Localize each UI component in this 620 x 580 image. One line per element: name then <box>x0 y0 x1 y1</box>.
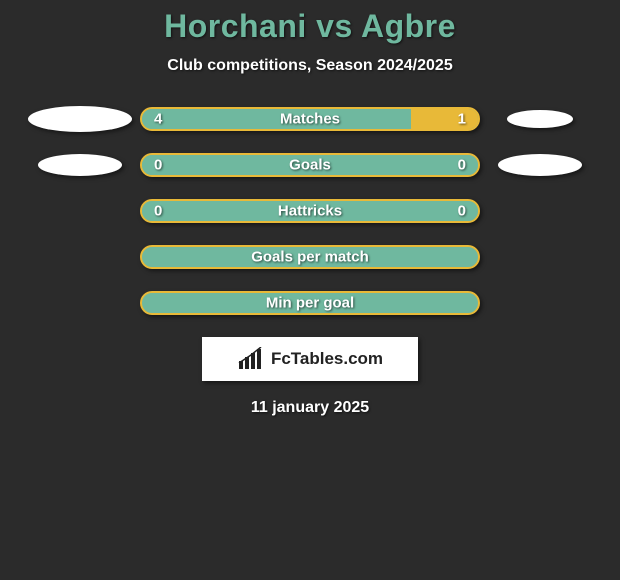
stat-value-right: 0 <box>458 203 466 220</box>
bar-right-fill <box>411 109 478 129</box>
ellipse-right-wrap <box>480 154 600 176</box>
stat-row: Goals per match <box>0 245 620 269</box>
stat-value-left: 0 <box>154 203 162 220</box>
stat-label: Matches <box>280 111 340 128</box>
ellipse-right <box>507 110 573 128</box>
stat-bar: 4 Matches 1 <box>140 107 480 131</box>
ellipse-left-wrap <box>20 106 140 132</box>
stat-bar: 0 Goals 0 <box>140 153 480 177</box>
page-title: Horchani vs Agbre <box>0 8 620 45</box>
stat-value-right: 0 <box>458 157 466 174</box>
stat-label: Min per goal <box>266 295 354 312</box>
bar-left-fill <box>142 109 411 129</box>
comparison-card: Horchani vs Agbre Club competitions, Sea… <box>0 0 620 417</box>
date-text: 11 january 2025 <box>0 399 620 417</box>
bar-right-fill <box>310 155 478 175</box>
stat-rows: 4 Matches 1 0 Goals 0 0 Hattricks 0 Goals per mat… <box>0 107 620 315</box>
source-badge: FcTables.com <box>202 337 418 381</box>
ellipse-left <box>28 106 132 132</box>
stat-row: 0 Hattricks 0 <box>0 199 620 223</box>
badge-text: FcTables.com <box>271 349 383 369</box>
stat-row: 4 Matches 1 <box>0 107 620 131</box>
ellipse-left <box>38 154 122 176</box>
stat-value-left: 0 <box>154 157 162 174</box>
ellipse-right-wrap <box>480 110 600 128</box>
stat-bar: Goals per match <box>140 245 480 269</box>
bars-icon <box>237 347 265 371</box>
stat-label: Goals <box>289 157 331 174</box>
stat-row: 0 Goals 0 <box>0 153 620 177</box>
stat-value-left: 4 <box>154 111 162 128</box>
stat-bar: Min per goal <box>140 291 480 315</box>
ellipse-left-wrap <box>20 154 140 176</box>
stat-label: Goals per match <box>251 249 369 266</box>
subtitle: Club competitions, Season 2024/2025 <box>0 57 620 75</box>
bar-left-fill <box>142 155 310 175</box>
stat-label: Hattricks <box>278 203 342 220</box>
stat-value-right: 1 <box>458 111 466 128</box>
ellipse-right <box>498 154 582 176</box>
stat-row: Min per goal <box>0 291 620 315</box>
stat-bar: 0 Hattricks 0 <box>140 199 480 223</box>
